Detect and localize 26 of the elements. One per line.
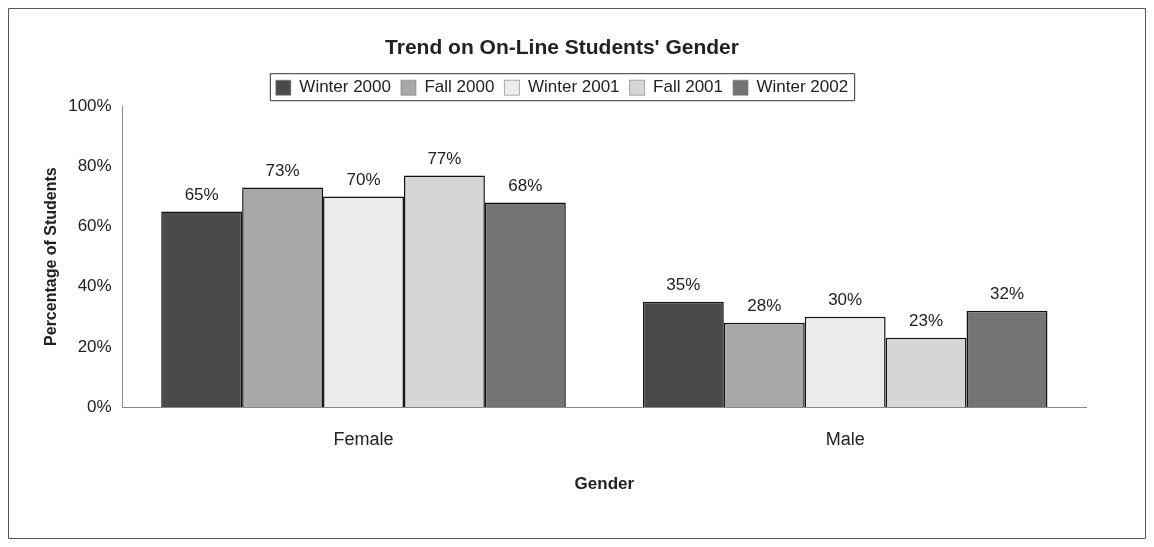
data-label: 68% — [508, 175, 543, 195]
data-label: 23% — [909, 311, 944, 330]
x-tick-label: Female — [333, 428, 394, 449]
chart-title: Trend on On-Line Students' Gender — [385, 35, 739, 59]
legend-label: Fall 2000 — [424, 77, 495, 97]
legend-label: Winter 2001 — [527, 77, 620, 97]
y-tick-label: 80% — [77, 156, 112, 176]
data-label: 32% — [989, 283, 1025, 303]
y-tick-label: 0% — [87, 396, 112, 416]
y-axis-title: Percentage of Students — [42, 167, 60, 346]
data-label: 65% — [184, 184, 219, 204]
legend-label: Winter 2000 — [299, 77, 391, 97]
y-tick-label: 20% — [77, 336, 112, 356]
data-label: 35% — [666, 274, 701, 294]
x-axis-title: Gender — [574, 474, 635, 494]
y-tick-label: 40% — [77, 276, 112, 296]
x-tick-label: Male — [825, 428, 865, 449]
data-label: 73% — [265, 160, 300, 180]
data-label: 30% — [828, 289, 863, 309]
legend-label: Winter 2002 — [756, 77, 849, 97]
data-label: 77% — [427, 148, 462, 168]
y-tick-label: 100% — [68, 95, 112, 115]
y-tick-label: 60% — [77, 216, 112, 236]
data-label: 70% — [346, 169, 381, 189]
legend-label: Fall 2001 — [653, 77, 724, 97]
data-label: 28% — [747, 295, 782, 315]
